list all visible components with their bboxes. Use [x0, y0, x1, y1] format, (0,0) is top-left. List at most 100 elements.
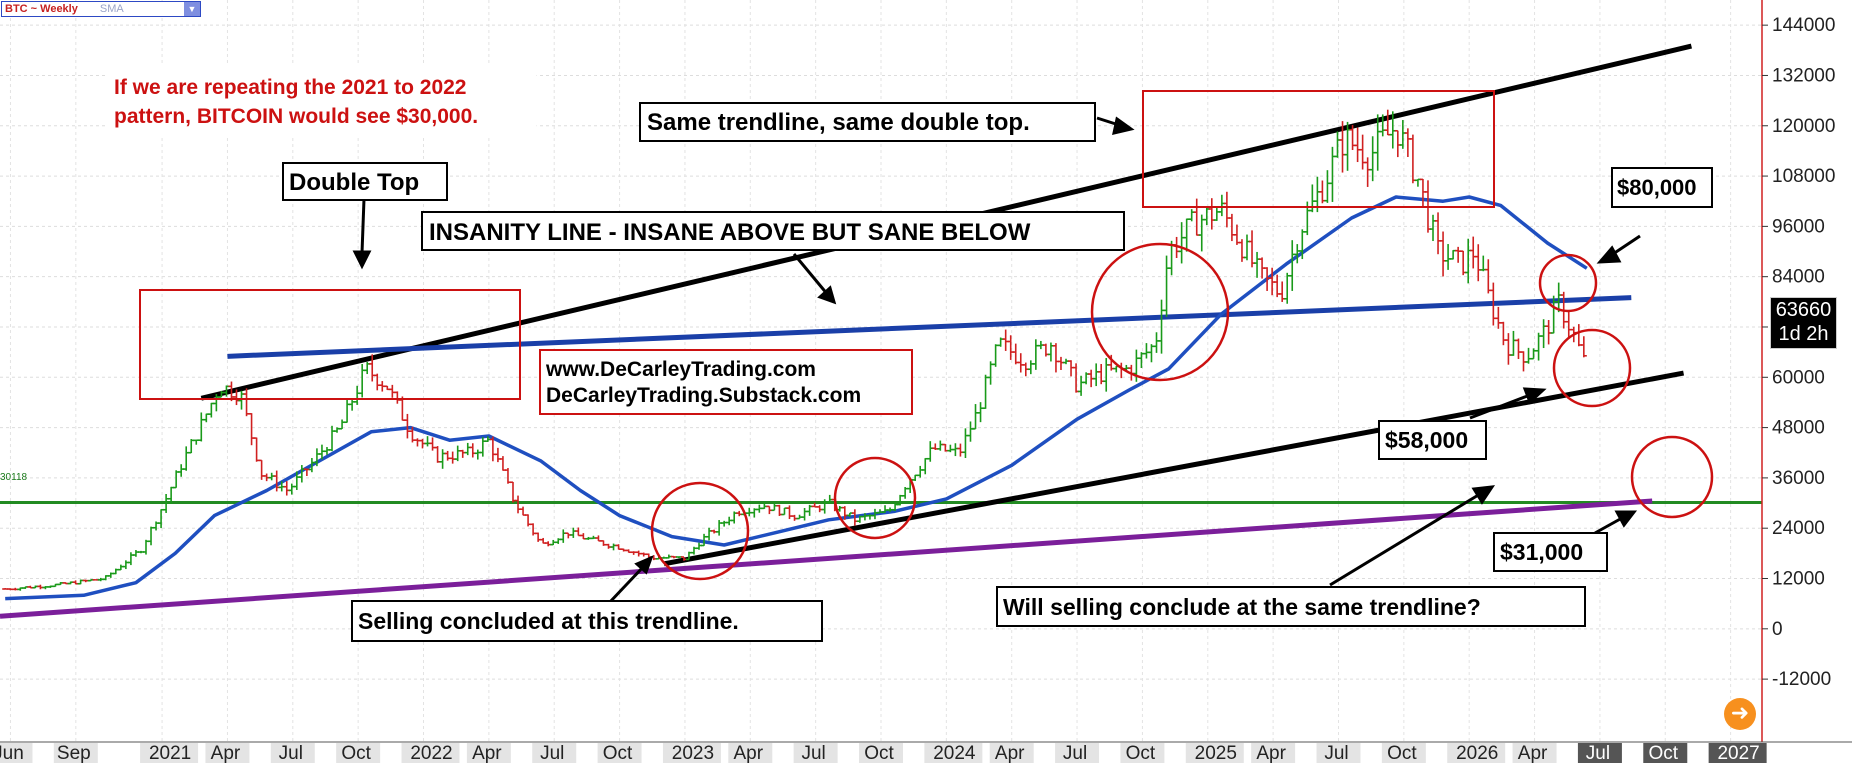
x-tick-label: Jul	[1586, 743, 1610, 763]
repeat-note-line-1: If we are repeating the 2021 to 2022	[114, 76, 467, 99]
y-tick-label: -12000	[1772, 669, 1831, 690]
y-tick-label: 108000	[1772, 166, 1835, 187]
arrow-80k-head	[1596, 245, 1622, 264]
price-58k-label: $58,000	[1385, 427, 1468, 453]
sma-curve	[5, 195, 1588, 601]
double-top-label-box	[282, 162, 448, 201]
x-tick-label: Jul	[1063, 743, 1087, 763]
double-top-label: Double Top	[289, 169, 419, 196]
same-trendline-label: Same trendline, same double top.	[647, 109, 1030, 136]
x-tick-label: 2022	[410, 743, 452, 763]
lower-trendline	[0, 498, 1653, 619]
arrow-right-icon: ➜	[1730, 700, 1750, 725]
x-label-band	[1185, 743, 1244, 763]
x-tick-label: 2023	[672, 743, 714, 763]
price-31k-label: $31,000	[1500, 539, 1583, 565]
x-label-band	[1316, 743, 1361, 763]
indicator-label: SMA	[99, 3, 124, 15]
x-label-band	[662, 743, 721, 763]
circle-2023-low	[650, 481, 750, 581]
price-bar	[1580, 336, 1587, 358]
symbol-label: BTC ~ Weekly	[5, 3, 78, 15]
arrow-31k-head	[1614, 510, 1638, 528]
scroll-to-latest-button[interactable]: ➜	[1724, 698, 1756, 730]
y-tick-label: 120000	[1772, 116, 1835, 137]
bar-countdown: 1d 2h	[1778, 323, 1829, 345]
x-tick-label: 2026	[1456, 743, 1498, 763]
arrow-same-trendline-head	[1112, 116, 1135, 136]
website-label: www.DeCarleyTrading.com	[545, 358, 816, 381]
x-tick-label: Jul	[540, 743, 564, 763]
repeat-note-line-2: pattern, BITCOIN would see $30,000.	[114, 105, 478, 128]
y-tick-label: 60000	[1772, 367, 1825, 388]
double-top-box-2025	[1142, 90, 1495, 208]
price-80k-label: $80,000	[1617, 175, 1697, 200]
y-tick-label: 144000	[1772, 15, 1835, 36]
x-label-band	[270, 743, 315, 763]
price-58k-box	[1378, 420, 1487, 460]
arrow-selling-head	[634, 555, 654, 575]
insanity-line	[227, 295, 1632, 359]
circle-2023-retest	[833, 456, 917, 540]
y-tick-label: 12000	[1772, 569, 1825, 590]
x-tick-label: Sep	[57, 743, 91, 763]
circle-58k	[1552, 328, 1632, 408]
arrow-will-selling-head	[1471, 485, 1496, 505]
x-label-band	[1251, 743, 1296, 763]
x-tick-label: Oct	[1387, 743, 1417, 763]
last-price-value: 63660	[1775, 299, 1832, 321]
y-axis: -120000120002400036000480006000072000840…	[1762, 15, 1835, 690]
double-top-box-2021	[139, 289, 521, 400]
circle-80k	[1538, 253, 1598, 313]
middle-trendline	[663, 370, 1685, 567]
x-tick-label: Apr	[1518, 743, 1548, 763]
x-label-band	[532, 743, 577, 763]
arrow-58k	[1469, 393, 1531, 420]
x-label-band	[0, 743, 33, 763]
will-selling-label: Will selling conclude at the same trendl…	[1003, 594, 1481, 620]
y-tick-label: 36000	[1772, 468, 1825, 489]
symbol-selector[interactable]: BTC ~ Weekly SMA ▼	[1, 1, 201, 17]
arrow-insanity-head	[817, 285, 837, 305]
circle-2024-breakout	[1090, 242, 1230, 382]
x-label-band	[1512, 743, 1557, 763]
x-tick-label: 2024	[933, 743, 976, 763]
x-tick-label: Apr	[211, 743, 241, 763]
x-tick-label: Jul	[279, 743, 303, 763]
x-tick-label: Apr	[1256, 743, 1286, 763]
x-label-band	[1447, 743, 1506, 763]
x-label-band	[401, 743, 460, 763]
x-tick-label: Oct	[341, 743, 371, 763]
x-tick-label: Jul	[801, 743, 825, 763]
arrow-double-top-head	[352, 250, 372, 270]
chevron-down-icon[interactable]: ▼	[184, 2, 200, 16]
x-label-band	[1708, 743, 1767, 763]
arrow-58k-head	[1522, 387, 1547, 405]
selling-concluded-label: Selling concluded at this trendline.	[358, 608, 739, 634]
arrow-31k	[1594, 516, 1623, 535]
x-label-band	[336, 743, 381, 763]
x-label-band	[1381, 743, 1426, 763]
x-label-band	[793, 743, 838, 763]
y-tick-label: 96000	[1772, 216, 1825, 237]
x-label-band	[140, 743, 199, 763]
price-80k-box	[1611, 167, 1713, 208]
x-tick-label: Oct	[1648, 743, 1678, 763]
same-trendline-box	[639, 102, 1096, 142]
arrow-double-top	[360, 198, 366, 254]
arrow-insanity	[792, 253, 830, 296]
x-label-band	[53, 743, 98, 763]
x-label-band	[205, 743, 250, 763]
circle-31k	[1630, 435, 1714, 519]
sma-line	[5, 195, 1588, 601]
last-price-badge: 63660 1d 2h	[1770, 297, 1837, 349]
x-label-band	[1055, 743, 1100, 763]
x-label-band	[597, 743, 642, 763]
annotations: If we are repeating the 2021 to 2022 pat…	[105, 65, 1714, 642]
x-tick-label: Oct	[1126, 743, 1156, 763]
x-axis: Jun Sep 2021 Apr Jul Oct 2022 Apr Jul Oct 2023 Apr J…	[0, 743, 1760, 763]
x-tick-label: 2021	[149, 743, 191, 763]
x-tick-label: Apr	[733, 743, 763, 763]
